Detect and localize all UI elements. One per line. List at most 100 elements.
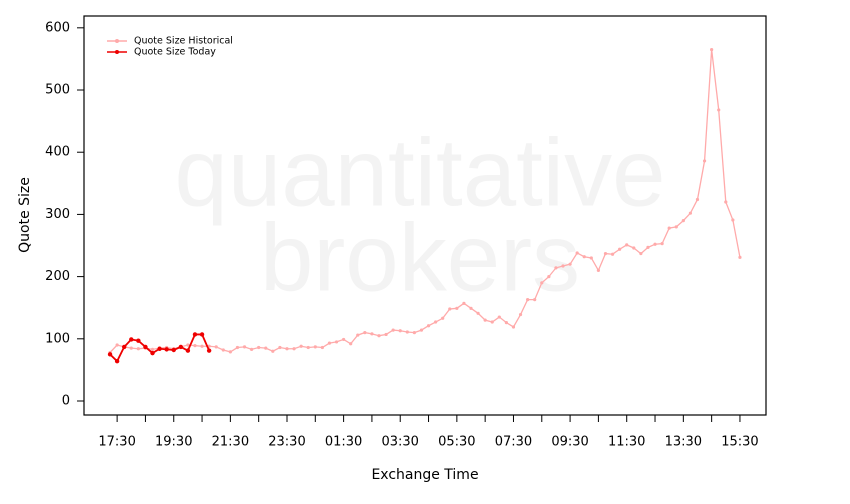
point bbox=[596, 268, 601, 272]
point bbox=[702, 159, 707, 163]
x-tick-label: 13:30 bbox=[665, 435, 702, 450]
point bbox=[575, 251, 579, 255]
y-tick-label: 100 bbox=[45, 331, 70, 346]
point bbox=[228, 350, 232, 354]
legend-label: Quote Size Today bbox=[134, 47, 216, 58]
y-tick-label: 300 bbox=[45, 207, 70, 222]
point bbox=[327, 341, 332, 345]
point bbox=[419, 328, 424, 332]
point bbox=[342, 337, 346, 342]
point bbox=[171, 347, 176, 353]
point bbox=[554, 266, 558, 270]
point bbox=[561, 264, 565, 268]
legend-label: Quote Size Historical bbox=[134, 36, 233, 47]
point bbox=[257, 345, 261, 350]
point bbox=[306, 345, 310, 350]
point bbox=[214, 345, 218, 349]
point bbox=[192, 332, 198, 337]
point bbox=[681, 219, 685, 223]
point bbox=[271, 349, 275, 353]
point bbox=[589, 256, 593, 260]
point bbox=[448, 307, 452, 311]
point bbox=[455, 306, 459, 310]
point bbox=[526, 298, 530, 302]
point bbox=[469, 306, 473, 310]
point bbox=[185, 348, 191, 353]
point bbox=[724, 200, 728, 204]
watermark: brokers bbox=[260, 204, 580, 311]
y-tick-label: 200 bbox=[45, 269, 70, 284]
point bbox=[349, 342, 353, 346]
x-tick-label: 01:30 bbox=[325, 435, 362, 450]
point bbox=[582, 255, 586, 259]
point bbox=[193, 344, 197, 348]
y-tick-label: 500 bbox=[45, 83, 70, 98]
point bbox=[107, 352, 113, 357]
y-tick-label: 600 bbox=[45, 20, 70, 35]
point bbox=[639, 251, 643, 256]
point bbox=[660, 242, 664, 246]
point bbox=[391, 328, 395, 332]
point bbox=[143, 344, 148, 350]
point bbox=[618, 247, 622, 251]
point bbox=[164, 347, 169, 352]
point bbox=[157, 346, 162, 351]
point bbox=[405, 330, 409, 334]
legend-marker bbox=[115, 50, 119, 54]
point bbox=[178, 344, 184, 350]
point bbox=[547, 275, 551, 279]
watermark: quantitative bbox=[174, 119, 665, 226]
point bbox=[434, 320, 438, 324]
point bbox=[441, 316, 445, 320]
point bbox=[462, 301, 466, 305]
plot-frame bbox=[83, 15, 767, 416]
point bbox=[320, 345, 324, 350]
point bbox=[398, 329, 402, 333]
point bbox=[334, 340, 339, 344]
point bbox=[476, 311, 480, 315]
point bbox=[264, 346, 268, 350]
y-tick-label: 0 bbox=[62, 394, 70, 409]
point bbox=[370, 332, 374, 336]
y-tick-label: 400 bbox=[45, 145, 70, 160]
x-tick-label: 21:30 bbox=[212, 435, 249, 450]
point bbox=[490, 320, 494, 324]
point bbox=[235, 345, 240, 350]
point bbox=[136, 347, 140, 351]
point bbox=[136, 338, 141, 343]
point bbox=[150, 350, 155, 356]
point bbox=[511, 325, 516, 329]
point bbox=[412, 330, 416, 335]
point bbox=[199, 332, 205, 337]
point bbox=[518, 312, 523, 317]
point bbox=[426, 324, 431, 328]
point bbox=[150, 347, 155, 351]
point bbox=[632, 246, 636, 250]
point bbox=[646, 245, 650, 249]
x-tick-label: 15:30 bbox=[721, 435, 758, 450]
point bbox=[285, 347, 289, 351]
point bbox=[540, 281, 544, 285]
y-axis-label: Quote Size bbox=[17, 177, 33, 253]
x-tick-label: 07:30 bbox=[495, 435, 532, 450]
x-tick-label: 19:30 bbox=[155, 435, 192, 450]
point bbox=[122, 344, 127, 350]
point bbox=[710, 47, 714, 52]
point bbox=[129, 346, 133, 350]
point bbox=[278, 345, 282, 350]
point bbox=[497, 315, 501, 319]
point bbox=[356, 333, 360, 337]
x-tick-label: 09:30 bbox=[551, 435, 588, 450]
point bbox=[504, 321, 508, 325]
point bbox=[221, 348, 225, 352]
point bbox=[200, 344, 204, 348]
point bbox=[653, 242, 657, 246]
point bbox=[363, 330, 367, 335]
point bbox=[292, 347, 296, 351]
point bbox=[625, 243, 629, 247]
point bbox=[206, 348, 212, 353]
x-tick-label: 23:30 bbox=[268, 435, 305, 450]
point bbox=[186, 343, 190, 347]
